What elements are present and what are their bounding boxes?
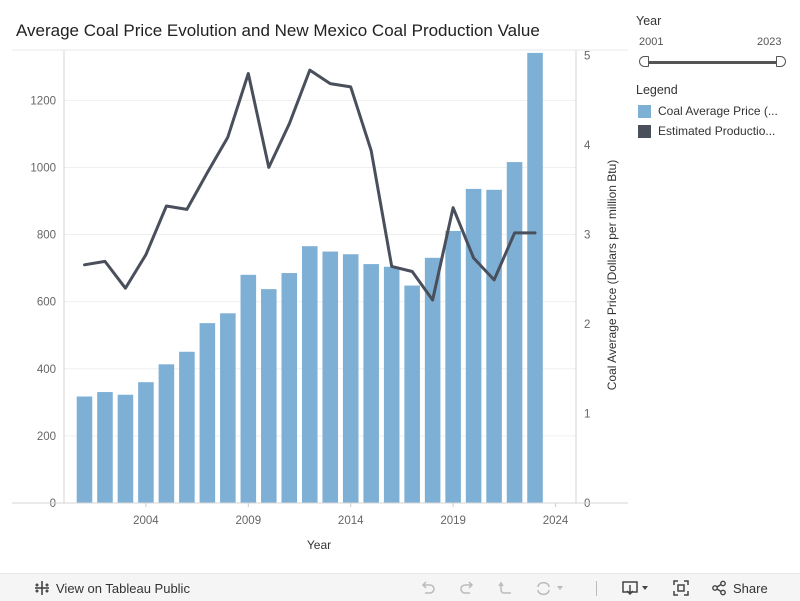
- y-axis-right-label: Coal Average Price (Dollars per million …: [605, 160, 619, 391]
- y-right-tick-label: 0: [584, 498, 590, 510]
- year-range-min: 2001: [639, 36, 664, 48]
- bar[interactable]: [445, 230, 461, 503]
- tableau-toolbar: View on Tableau Public Share: [0, 573, 800, 601]
- toolbar-separator: [596, 581, 597, 596]
- bar[interactable]: [76, 396, 93, 503]
- year-slider-max-handle[interactable]: [776, 56, 786, 67]
- bar[interactable]: [97, 392, 113, 503]
- view-on-tableau-link[interactable]: View on Tableau Public: [34, 580, 190, 596]
- tableau-logo-icon: [35, 581, 49, 595]
- chart-canvas: 0 200 400 600 800 1000 1200 0 1 2 3 4 5 2004 2009 2014 2…: [12, 49, 628, 552]
- bar[interactable]: [240, 274, 257, 503]
- legend-label-production: Estimated Productio...: [658, 124, 776, 138]
- bar[interactable]: [261, 289, 277, 503]
- y-left-tick-label: 600: [37, 297, 56, 309]
- line-series: [83, 68, 537, 302]
- bar[interactable]: [383, 266, 400, 503]
- axes: 0 200 400 600 800 1000 1200 0 1 2 3 4 5 2004 2009 2014 2…: [12, 49, 628, 527]
- x-axis-label: Year: [307, 538, 331, 552]
- bar[interactable]: [138, 382, 154, 503]
- fullscreen-icon[interactable]: [672, 579, 690, 597]
- undo-icon[interactable]: [419, 579, 437, 597]
- year-range-max: 2023: [757, 36, 782, 48]
- bar[interactable]: [281, 273, 298, 503]
- y-left-tick-label: 0: [50, 498, 56, 510]
- legend-swatch-bar: [638, 104, 651, 118]
- legend-item-coal-price[interactable]: Coal Average Price (...: [638, 103, 778, 119]
- download-icon[interactable]: [621, 579, 653, 597]
- bar[interactable]: [486, 189, 502, 503]
- redo-icon[interactable]: [458, 579, 476, 597]
- y-right-tick-label: 1: [584, 409, 590, 421]
- bar[interactable]: [179, 351, 195, 503]
- x-tick-label: 2009: [236, 515, 262, 527]
- year-filter-heading: Year: [636, 14, 662, 28]
- legend-swatch-line: [638, 124, 651, 138]
- revert-icon[interactable]: [497, 579, 515, 597]
- view-on-tableau-label: View on Tableau Public: [56, 580, 190, 596]
- bar[interactable]: [342, 254, 359, 503]
- bar[interactable]: [301, 246, 318, 503]
- x-tick-label: 2004: [133, 515, 159, 527]
- y-right-tick-label: 4: [584, 140, 591, 152]
- bar[interactable]: [527, 52, 543, 504]
- bar[interactable]: [199, 323, 216, 503]
- production-value-line[interactable]: [83, 68, 537, 302]
- year-slider-track[interactable]: [644, 61, 782, 64]
- legend-label-coal-price: Coal Average Price (...: [658, 104, 778, 118]
- bar[interactable]: [424, 257, 441, 503]
- y-left-tick-label: 200: [37, 431, 56, 443]
- chart-title: Average Coal Price Evolution and New Mex…: [16, 21, 540, 40]
- bar[interactable]: [220, 313, 236, 503]
- y-left-tick-label: 400: [37, 364, 56, 376]
- y-right-tick-label: 5: [584, 51, 590, 63]
- bar-series: [76, 52, 543, 504]
- x-tick-label: 2019: [440, 515, 466, 527]
- legend-heading: Legend: [636, 83, 678, 97]
- share-label: Share: [733, 580, 768, 596]
- y-left-tick-label: 1000: [30, 162, 56, 174]
- year-slider-min-handle[interactable]: [639, 56, 649, 67]
- legend-item-production[interactable]: Estimated Productio...: [638, 123, 775, 139]
- y-right-tick-label: 3: [584, 230, 590, 242]
- bar[interactable]: [404, 285, 420, 503]
- y-right-tick-label: 2: [584, 319, 590, 331]
- bar[interactable]: [465, 188, 482, 504]
- bar[interactable]: [117, 394, 134, 503]
- bar[interactable]: [363, 264, 379, 503]
- refresh-icon[interactable]: [535, 579, 565, 597]
- bar[interactable]: [506, 162, 523, 503]
- share-button[interactable]: Share: [711, 580, 768, 596]
- x-tick-label: 2024: [543, 515, 569, 527]
- x-tick-label: 2014: [338, 515, 364, 527]
- bar[interactable]: [322, 251, 339, 503]
- y-left-tick-label: 800: [37, 230, 56, 242]
- bar[interactable]: [158, 364, 175, 503]
- y-left-tick-label: 1200: [30, 95, 56, 107]
- share-icon: [712, 580, 726, 596]
